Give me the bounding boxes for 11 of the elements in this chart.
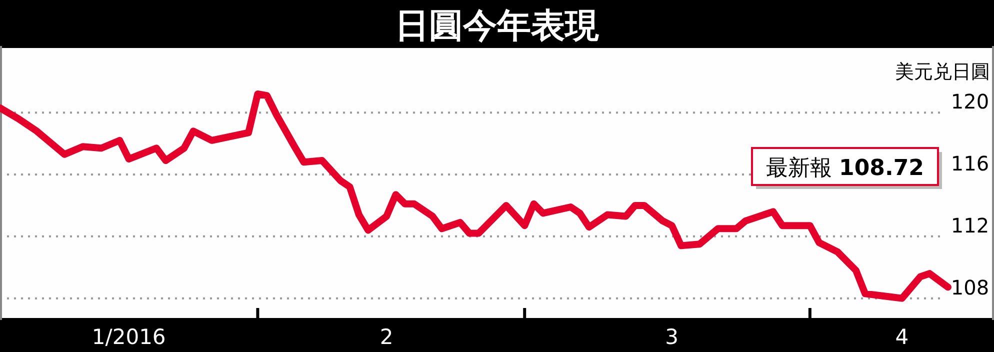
- x-tick-label: 3: [665, 325, 679, 349]
- y-tick-label: 116: [950, 151, 990, 176]
- y-axis-title: 美元兑日圓: [895, 61, 990, 83]
- x-tick-label: 2: [380, 325, 394, 349]
- chart-title: 日圓今年表現: [395, 6, 599, 46]
- y-tick-label: 112: [950, 213, 990, 238]
- annotation: 最新報 108.72: [766, 156, 924, 181]
- y-tick-label: 108: [950, 275, 990, 300]
- y-tick-label: 120: [950, 90, 990, 114]
- x-tick-label: 1/2016: [92, 325, 166, 349]
- x-tick-label: 4: [895, 325, 909, 349]
